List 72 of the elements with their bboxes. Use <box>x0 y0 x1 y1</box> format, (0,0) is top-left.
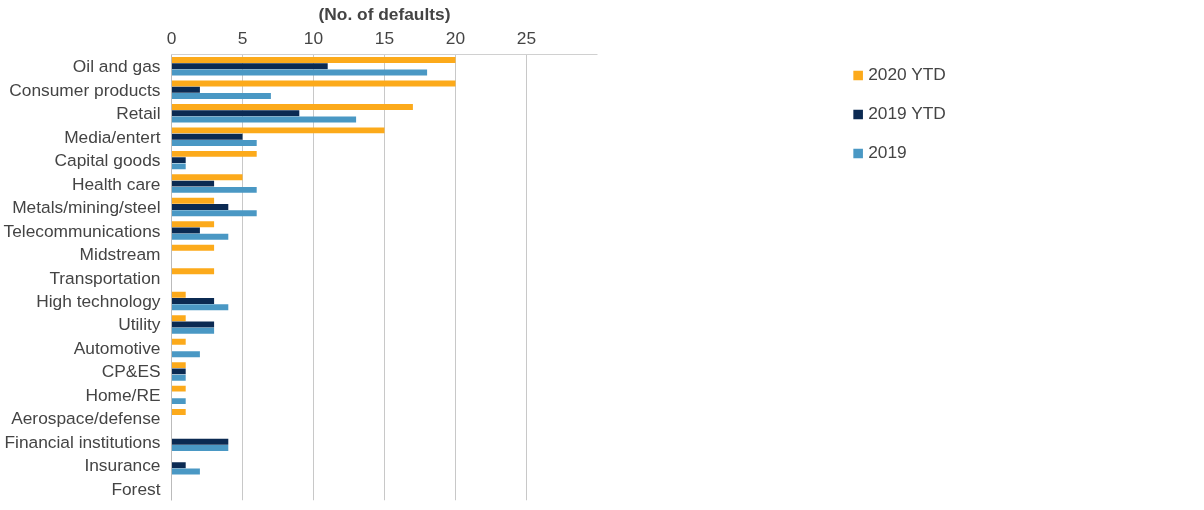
bar <box>171 233 229 240</box>
bar <box>171 110 300 117</box>
bar <box>171 80 456 87</box>
bar <box>171 445 229 452</box>
y-tick-label: CP&ES <box>101 361 161 382</box>
bar <box>171 438 229 445</box>
bar <box>171 368 186 375</box>
bar <box>171 57 456 63</box>
bar <box>171 163 186 170</box>
bar <box>171 86 200 93</box>
bar <box>171 116 357 123</box>
y-tick-label: Telecommunications <box>3 220 161 241</box>
bar <box>171 157 186 164</box>
y-tick-label: Utility <box>118 314 161 335</box>
y-tick-label: Health care <box>71 173 161 194</box>
bar <box>171 186 257 193</box>
bar <box>171 374 186 381</box>
bar <box>171 180 215 187</box>
x-tick-label: 10 <box>303 27 324 48</box>
legend-label: 2019 <box>868 142 907 163</box>
bar <box>171 362 186 369</box>
bar <box>171 304 229 311</box>
bar <box>171 338 186 345</box>
y-tick-label: Consumer products <box>9 79 161 100</box>
bar <box>171 63 328 70</box>
legend-label: 2020 YTD <box>868 64 946 85</box>
bar <box>171 298 215 304</box>
bar <box>171 227 200 234</box>
bar <box>171 398 186 405</box>
bar <box>171 204 229 211</box>
bar <box>171 327 215 334</box>
bar <box>171 127 385 134</box>
bar <box>171 315 186 322</box>
bar <box>171 93 271 99</box>
bar <box>171 103 413 110</box>
bar <box>171 291 186 298</box>
y-tick-label: Insurance <box>84 455 161 476</box>
bar <box>171 409 186 416</box>
bar <box>171 210 257 217</box>
y-tick-label: Financial institutions <box>4 431 161 452</box>
bar <box>171 351 200 358</box>
y-tick-label: Home/RE <box>85 384 161 405</box>
y-tick-label: Transportation <box>49 267 161 288</box>
y-tick-label: Forest <box>111 478 161 499</box>
x-tick-label: 25 <box>516 27 537 48</box>
y-tick-label: Capital goods <box>54 150 161 171</box>
x-axis-title: (No. of defaults) <box>318 3 451 24</box>
bar <box>171 139 257 146</box>
x-tick-label: 0 <box>166 27 177 48</box>
y-tick-label: Retail <box>116 103 161 124</box>
y-tick-label: Aerospace/defense <box>11 408 161 429</box>
bar <box>171 150 257 157</box>
y-tick-label: Media/entert <box>64 126 161 147</box>
bar <box>171 197 215 204</box>
bar <box>171 321 215 328</box>
bar <box>171 221 215 228</box>
bar <box>171 133 243 140</box>
bar <box>171 244 215 251</box>
y-tick-label: Oil and gas <box>72 56 161 77</box>
y-tick-label: Metals/mining/steel <box>12 197 161 218</box>
y-tick-label: Midstream <box>79 244 161 265</box>
bar <box>171 174 243 181</box>
bar <box>171 268 215 275</box>
x-tick-label: 20 <box>445 27 466 48</box>
legend-label: 2019 YTD <box>868 103 946 124</box>
bar <box>171 385 186 392</box>
x-tick-label: 5 <box>237 27 248 48</box>
bar <box>171 462 186 469</box>
bar <box>171 468 200 475</box>
y-tick-label: Automotive <box>73 337 161 358</box>
x-tick-label: 15 <box>374 27 395 48</box>
y-tick-label: High technology <box>36 290 161 311</box>
